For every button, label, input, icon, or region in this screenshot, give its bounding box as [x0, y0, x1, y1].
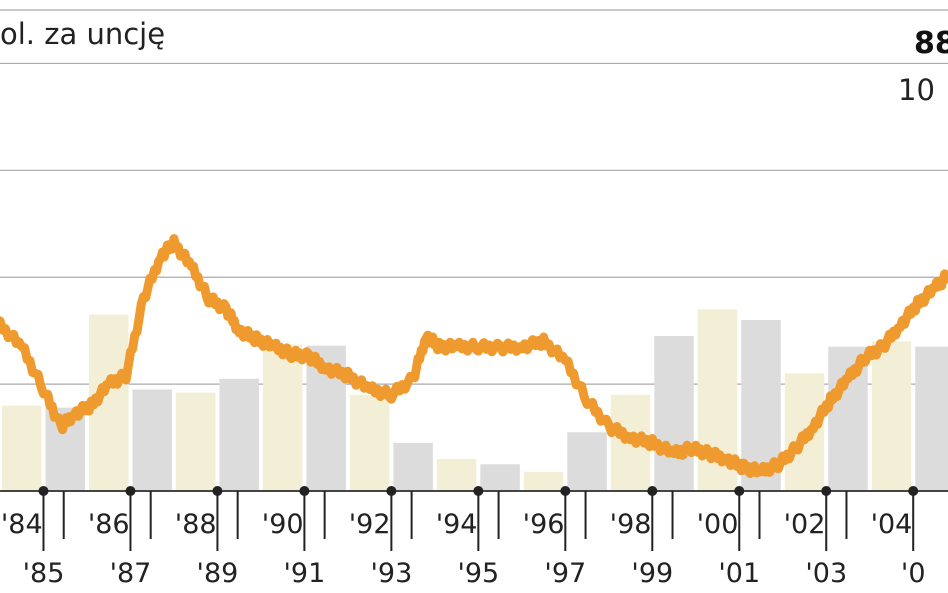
tick-label-bottom: '99 — [631, 558, 673, 589]
tick-label-bottom: '97 — [544, 558, 586, 589]
tick-label-bottom: '95 — [457, 558, 499, 589]
tick-label-top: '88 — [175, 509, 217, 540]
year-bar-2005 — [915, 346, 948, 491]
tick-label-bottom: '87 — [110, 558, 152, 589]
x-axis — [0, 486, 948, 551]
year-bar-1997 — [567, 432, 607, 491]
year-bar-1992 — [349, 394, 390, 491]
year-bar-1989 — [219, 378, 259, 491]
tick-label-bottom: '0 — [901, 558, 926, 589]
x-tick-labels: '84 '86 '88 '90 '92 '94 '96 '98 '00 '02 '04 '85 '87 '… — [1, 509, 926, 589]
tick-label-top: '94 — [436, 509, 478, 540]
year-bar-1999 — [654, 336, 694, 491]
tick-label-top: '92 — [349, 509, 391, 540]
year-bar-1987 — [132, 389, 172, 491]
tick-label-top: '00 — [697, 509, 739, 540]
year-bar-1990 — [262, 344, 303, 491]
tick-label-top: '84 — [1, 509, 43, 540]
year-bar-2004 — [871, 341, 912, 491]
tick-label-top: '98 — [610, 509, 652, 540]
year-bar-1996 — [523, 471, 564, 491]
tick-label-top: '96 — [523, 509, 565, 540]
price-line — [0, 234, 948, 478]
latest-value-subtitle: 10 — [898, 73, 935, 107]
tick-label-bottom: '01 — [718, 558, 760, 589]
year-bar-1994 — [436, 458, 477, 491]
year-bar-1984 — [2, 405, 42, 491]
year-bar-1988 — [175, 392, 216, 491]
tick-label-top: '02 — [784, 509, 826, 540]
year-bar-1993 — [393, 442, 433, 491]
unit-label: ol. za uncję — [0, 17, 165, 51]
grid-lines — [0, 9, 948, 385]
price-line-layer — [0, 234, 948, 478]
yearly-bars — [2, 309, 948, 491]
tick-label-top: '86 — [88, 509, 130, 540]
tick-label-bottom: '03 — [805, 558, 847, 589]
tick-label-bottom: '85 — [23, 558, 65, 589]
tick-label-top: '90 — [262, 509, 304, 540]
tick-label-bottom: '89 — [197, 558, 239, 589]
tick-label-bottom: '91 — [284, 558, 326, 589]
latest-value: 88 — [914, 26, 948, 61]
tick-label-top: '04 — [871, 509, 913, 540]
year-bar-1995 — [480, 464, 520, 491]
tick-label-bottom: '93 — [370, 558, 412, 589]
